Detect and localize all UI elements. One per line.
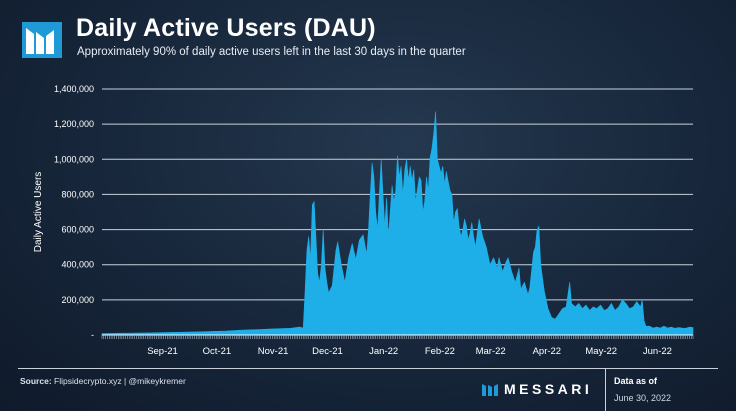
x-tick-label: Jun-22: [643, 346, 672, 357]
source-label: Source:: [20, 376, 52, 386]
y-tick-label: 1,200,000: [54, 119, 94, 129]
chart-title: Daily Active Users (DAU): [76, 14, 376, 42]
x-tick-label: Apr-22: [533, 346, 562, 357]
y-tick-label: 1,000,000: [54, 154, 94, 164]
y-tick-label: -: [91, 330, 94, 340]
x-tick-label: Feb-22: [425, 346, 455, 357]
chart-subtitle: Approximately 90% of daily active users …: [77, 46, 466, 58]
axes: - 200,000 400,000 600,000 800,000 1,000,000 1,…: [54, 84, 694, 357]
y-tick-label: 1,400,000: [54, 84, 94, 94]
series-area: [101, 111, 694, 336]
y-tick-label: 400,000: [61, 260, 94, 270]
brand-name: MESSARI: [504, 381, 593, 397]
source-note: Source: Flipsidecrypto.xyz | @mikeykreme…: [20, 376, 186, 386]
messari-mark-icon: [482, 384, 498, 396]
x-tick-label: Mar-22: [476, 346, 506, 357]
x-axis-ticks: [101, 335, 694, 339]
y-tick-label: 600,000: [61, 225, 94, 235]
as-of-date: June 30, 2022: [614, 393, 672, 403]
as-of-label: Data as of: [614, 376, 658, 386]
x-tick-label: Sep-21: [147, 346, 178, 357]
y-tick-label: 800,000: [61, 189, 94, 199]
y-tick-label: 200,000: [61, 295, 94, 305]
x-tick-label: May-22: [585, 346, 617, 357]
brand: MESSARI: [482, 381, 592, 397]
x-tick-label: Jan-22: [369, 346, 398, 357]
source-text: Flipsidecrypto.xyz | @mikeykremer: [54, 376, 186, 386]
footer-vertical-divider: [605, 368, 606, 411]
messari-logo-icon: [22, 22, 62, 58]
dau-area-chart: - 200,000 400,000 600,000 800,000 1,000,000 1,…: [33, 84, 694, 357]
x-tick-label: Dec-21: [312, 346, 343, 357]
y-axis-label: Daily Active Users: [33, 172, 44, 253]
x-tick-label: Oct-21: [203, 346, 232, 357]
dau-series-area: [101, 111, 694, 336]
x-tick-label: Nov-21: [258, 346, 289, 357]
footer-divider-line: [18, 368, 718, 369]
